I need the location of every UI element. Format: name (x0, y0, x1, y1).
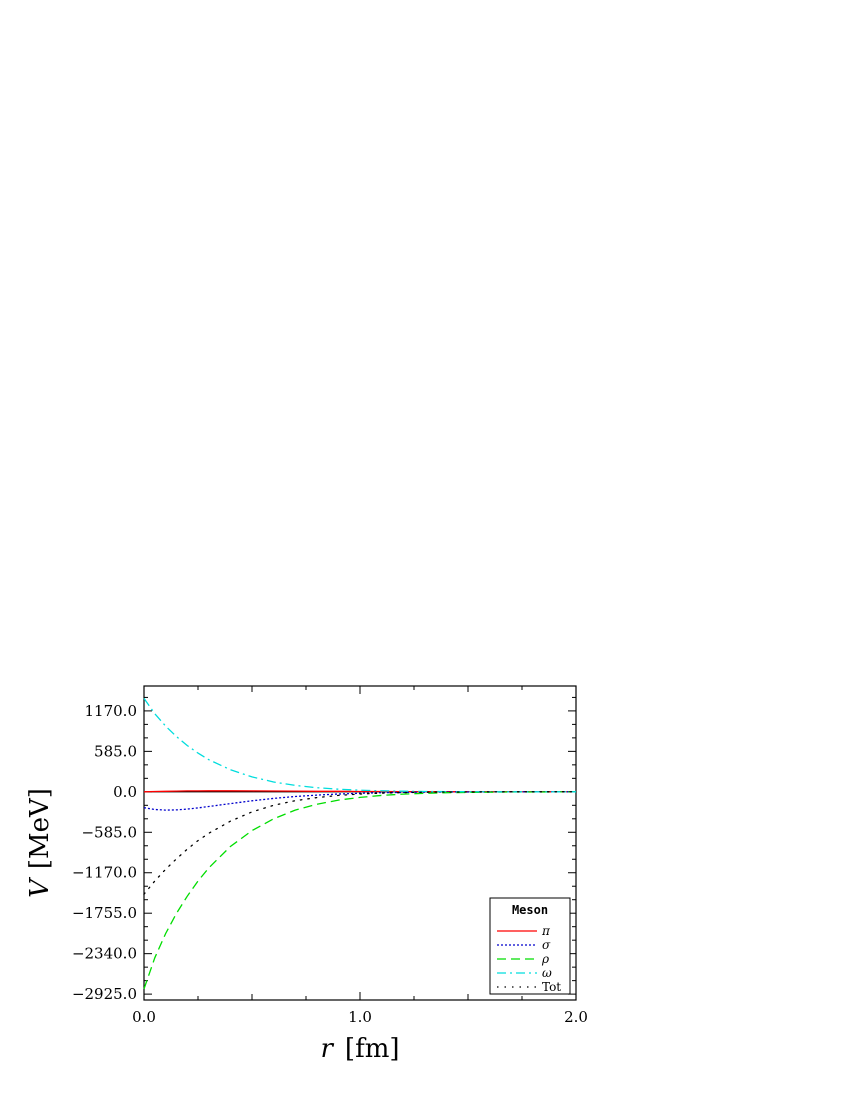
legend-label-0: π (541, 924, 551, 938)
x-axis-label: r [fm] (320, 1034, 399, 1064)
y-tick-label: 585.0 (94, 742, 137, 760)
x-tick-label: 1.0 (348, 1008, 372, 1026)
y-tick-label: −1755.0 (72, 904, 137, 922)
legend-label-4: Tot (542, 980, 561, 994)
series-line-4 (143, 791, 577, 895)
y-tick-label: −585.0 (81, 823, 137, 841)
series-line-2 (143, 791, 577, 990)
legend-title: Meson (512, 903, 548, 917)
series-line-1 (143, 791, 576, 811)
x-tick-label: 2.0 (564, 1008, 588, 1026)
series-line-3 (143, 698, 576, 793)
x-tick-label: 0.0 (132, 1008, 156, 1026)
legend-box (489, 897, 571, 995)
legend-label-2: ρ (541, 952, 549, 966)
y-axis-label: V[MeV] (25, 788, 55, 898)
y-tick-label: −2340.0 (72, 945, 137, 963)
legend-label-3: ω (542, 966, 552, 980)
axis-ticks (143, 686, 577, 1000)
y-tick-label: 0.0 (113, 783, 137, 801)
series-layer (143, 698, 577, 990)
y-tick-label: −2925.0 (72, 985, 137, 1003)
legend-label-1: σ (542, 938, 551, 952)
plot-area (143, 685, 577, 1001)
y-tick-label: 1170.0 (85, 702, 138, 720)
y-tick-label: −1170.0 (72, 864, 137, 882)
tick-labels: 1170.0 585.0 0.0 −585.0 −1170.0 −1755.0 −2340.… (72, 702, 588, 1026)
